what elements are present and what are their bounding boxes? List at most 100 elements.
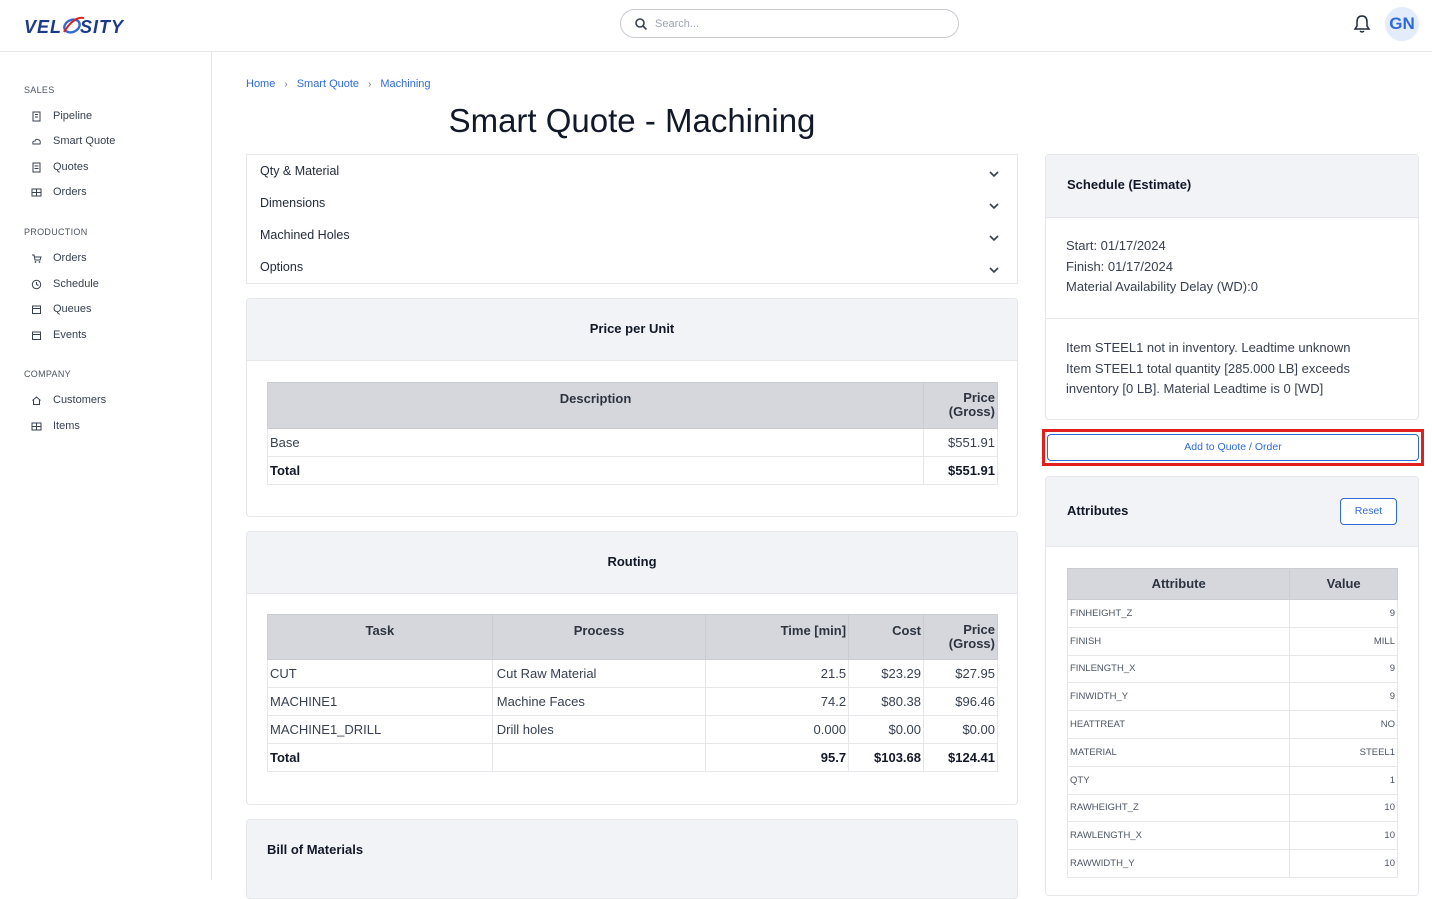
accordion-machined-holes[interactable]: Machined Holes	[247, 219, 1017, 251]
sidebar-item-customers[interactable]: Customers	[31, 390, 106, 410]
attribute-value: 10	[1289, 793, 1398, 823]
table-cell: $80.38	[848, 687, 925, 716]
top-bar: VEL SITY GN	[0, 0, 1432, 52]
sidebar-item-queues[interactable]: Queues	[31, 299, 92, 319]
table-row: FINLENGTH_X 9	[1066, 654, 1398, 684]
add-to-quote-order-button[interactable]: Add to Quote / Order	[1047, 434, 1419, 461]
price-table: Description Price (Gross) Base $551.91 T…	[266, 382, 998, 485]
table-row: MACHINE1_DRILL Drill holes 0.000 $0.00 $…	[267, 715, 998, 744]
sidebar-item-production-orders[interactable]: Orders	[31, 248, 87, 268]
sidebar-item-label: Orders	[53, 186, 87, 198]
schedule-dates: Start: 01/17/2024 Finish: 01/17/2024 Mat…	[1066, 236, 1258, 298]
table-row: MATERIAL STEEL1	[1066, 737, 1398, 767]
table-cell: Total	[266, 456, 925, 485]
accordion-label: Machined Holes	[260, 228, 350, 242]
sidebar: SALES Pipeline Smart Quote Quotes Orders…	[0, 52, 212, 880]
column-header: Price (Gross)	[923, 382, 998, 429]
attributes-table: Attribute Value FINHEIGHT_Z 9 FINISH MILL …	[1066, 568, 1398, 878]
attribute-value: 1	[1289, 765, 1398, 795]
schedule-note: inventory [0 LB]. Material Leadtime is 0…	[1066, 381, 1324, 396]
sidebar-item-items[interactable]: Items	[31, 416, 80, 436]
bill-of-materials-card: Bill of Materials	[246, 819, 1018, 899]
attribute-value: 10	[1289, 849, 1398, 878]
table-cell: MACHINE1_DRILL	[267, 715, 493, 744]
attribute-value: MILL	[1289, 626, 1398, 656]
attribute-value: 10	[1289, 821, 1398, 851]
breadcrumb: Home › Smart Quote › Machining	[246, 78, 431, 90]
table-cell: 74.2	[705, 687, 850, 716]
sidebar-item-quotes[interactable]: Quotes	[31, 157, 88, 177]
table-row: CUT Cut Raw Material 21.5 $23.29 $27.95	[267, 659, 998, 688]
attribute-name: FINLENGTH_X	[1066, 654, 1291, 684]
table-total-row: Total $551.91	[266, 456, 998, 485]
bom-title: Bill of Materials	[267, 842, 364, 857]
table-cell: 0.000	[705, 715, 850, 744]
table-row: FINWIDTH_Y 9	[1066, 682, 1398, 712]
reset-button[interactable]: Reset	[1340, 498, 1397, 525]
accordion-label: Dimensions	[260, 196, 326, 210]
column-header: Price (Gross)	[923, 614, 998, 660]
table-cell: Drill holes	[491, 715, 707, 744]
sidebar-item-smart-quote[interactable]: Smart Quote	[31, 131, 115, 151]
table-cell: $0.00	[848, 715, 925, 744]
search-input[interactable]	[655, 15, 945, 33]
search-icon	[634, 17, 648, 31]
attribute-value: 9	[1289, 599, 1398, 628]
chevron-right-icon: ›	[368, 78, 372, 90]
sidebar-item-sales-orders[interactable]: Orders	[31, 182, 87, 202]
table-cell	[491, 743, 707, 772]
column-header: Description	[266, 382, 925, 429]
routing-table: Task Process Time [min] Cost Price (Gros…	[267, 614, 998, 772]
attribute-name: MATERIAL	[1066, 737, 1291, 767]
breadcrumb-machining[interactable]: Machining	[380, 78, 431, 90]
attribute-name: RAWLENGTH_X	[1066, 821, 1291, 851]
table-cell: CUT	[267, 659, 493, 688]
table-cell: MACHINE1	[267, 687, 493, 716]
schedule-title: Schedule (Estimate)	[1067, 177, 1192, 192]
sidebar-item-label: Pipeline	[53, 110, 93, 122]
table-row: Base $551.91	[266, 428, 998, 457]
accordion-qty-material[interactable]: Qty & Material	[247, 155, 1017, 187]
card-header: Price per Unit	[247, 299, 1017, 361]
schedule-delay: Material Availability Delay (WD):0	[1066, 279, 1258, 294]
accordion-dimensions[interactable]: Dimensions	[247, 187, 1017, 219]
table-cell: $103.68	[848, 743, 925, 772]
table-row: QTY 1	[1066, 765, 1398, 795]
breadcrumb-home[interactable]: Home	[246, 78, 276, 90]
document-icon	[31, 162, 42, 173]
breadcrumb-smart-quote[interactable]: Smart Quote	[296, 78, 360, 90]
routing-title: Routing	[607, 554, 657, 569]
velosity-logo[interactable]: VEL SITY	[24, 12, 132, 40]
avatar[interactable]: GN	[1385, 7, 1419, 41]
table-row: MACHINE1 Machine Faces 74.2 $80.38 $96.4…	[267, 687, 998, 716]
table-cell: 95.7	[705, 743, 850, 772]
column-header: Process	[491, 614, 707, 660]
price-per-unit-card: Price per Unit Description Price (Gross)…	[246, 298, 1018, 517]
accordion-label: Options	[260, 260, 304, 274]
sidebar-section-sales: SALES	[24, 85, 55, 95]
table-cell: $551.91	[923, 428, 998, 457]
table-total-row: Total 95.7 $103.68 $124.41	[267, 743, 998, 772]
sidebar-item-label: Customers	[53, 394, 107, 406]
table-row: FINHEIGHT_Z 9	[1066, 599, 1398, 628]
price-per-unit-title: Price per Unit	[589, 321, 675, 336]
sidebar-item-schedule[interactable]: Schedule	[31, 274, 99, 294]
accordion-options[interactable]: Options	[247, 251, 1017, 283]
sidebar-item-pipeline[interactable]: Pipeline	[31, 106, 92, 126]
table-cell: $27.95	[923, 659, 998, 688]
table-cell: Cut Raw Material	[491, 659, 707, 688]
page-title: Smart Quote - Machining	[448, 102, 816, 139]
sidebar-item-events[interactable]: Events	[31, 325, 87, 345]
add-button-highlight: Add to Quote / Order	[1042, 429, 1424, 466]
bell-icon[interactable]	[1353, 14, 1371, 34]
attribute-name: RAWWIDTH_Y	[1066, 849, 1291, 878]
schedule-finish: Finish: 01/17/2024	[1066, 258, 1173, 274]
cloud-icon	[31, 136, 42, 147]
sidebar-section-company: COMPANY	[24, 369, 71, 379]
attribute-name: FINHEIGHT_Z	[1066, 599, 1291, 628]
sidebar-item-label: Events	[53, 329, 87, 341]
card-header: Routing	[247, 532, 1017, 594]
attributes-title: Attributes	[1067, 503, 1129, 518]
search-box[interactable]	[620, 9, 959, 38]
card-header: Bill of Materials	[247, 820, 1017, 898]
